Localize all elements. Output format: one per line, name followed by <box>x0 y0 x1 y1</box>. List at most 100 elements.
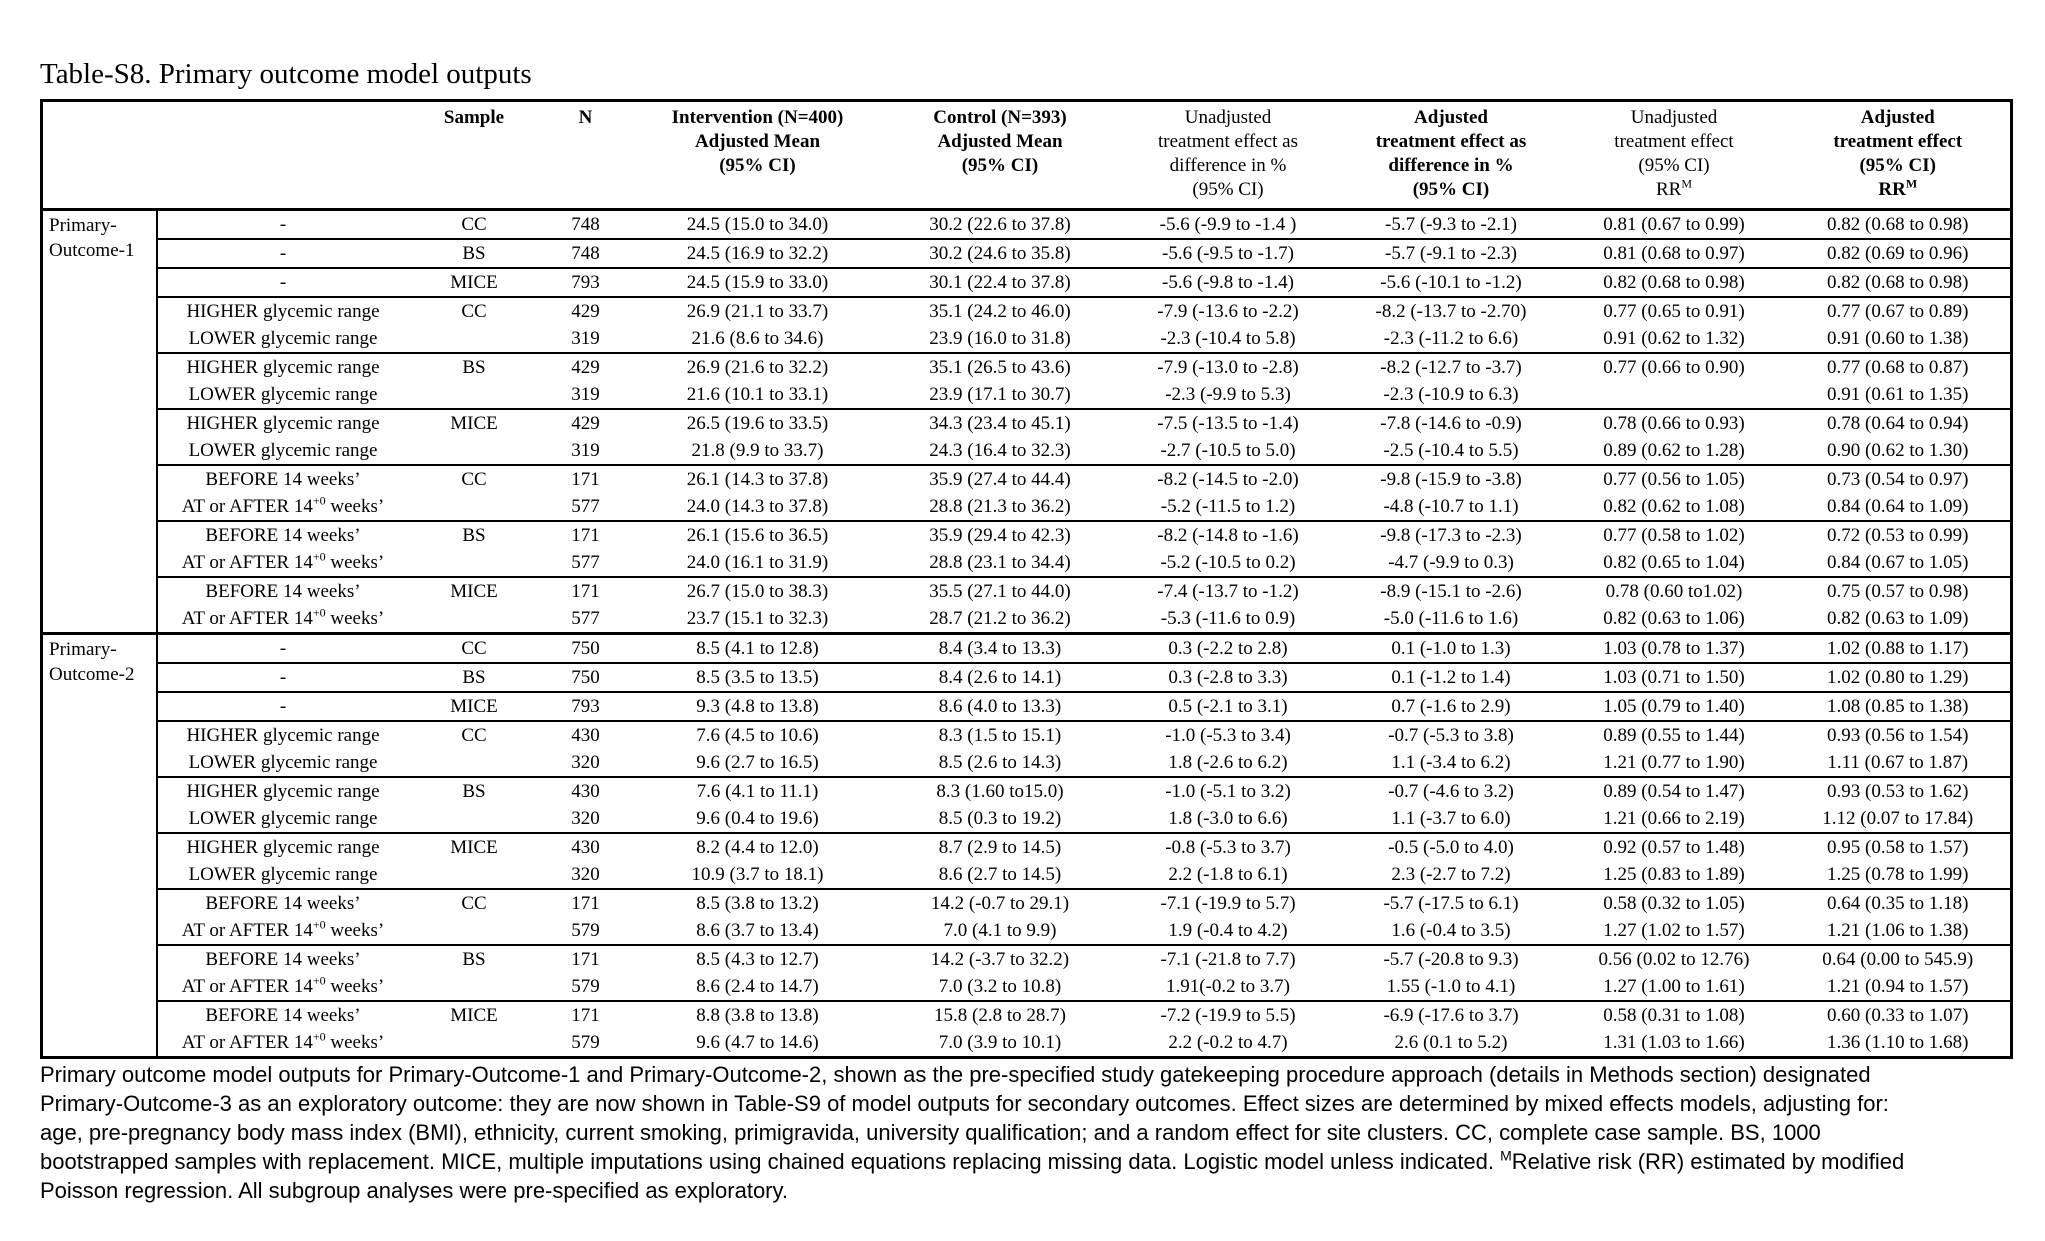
text: -5.7 (-9.1 to -2.3) <box>1385 243 1517 264</box>
header-line: Adjusted Mean <box>886 130 1115 154</box>
value-cell: 8.6 (4.0 to 13.3) <box>883 691 1117 721</box>
text: 430 <box>571 725 600 746</box>
value-cell: 0.90 (0.62 to 1.30) <box>1786 437 2012 465</box>
sample-cell: MICE <box>408 691 540 721</box>
value-cell: 430 <box>539 720 632 749</box>
text: - <box>279 214 287 235</box>
sample-cell: MICE <box>408 832 540 889</box>
text: 430 <box>571 781 600 802</box>
superscript: M <box>1500 1147 1512 1164</box>
value-cell: 1.36 (1.10 to 1.68) <box>1786 1029 2012 1058</box>
text: 748 <box>571 214 600 235</box>
sample-cell: CC <box>408 296 540 353</box>
text: 28.7 (21.2 to 36.2) <box>929 608 1071 629</box>
text: 26.1 (14.3 to 37.8) <box>686 469 829 490</box>
subgroup-cell: BEFORE 14 weeks’ <box>156 576 409 605</box>
header-line: Adjusted Mean <box>634 130 882 154</box>
value-cell: 1.55 (-1.0 to 4.1) <box>1340 973 1563 1001</box>
text: 1.11 (0.67 to 1.87) <box>1827 752 1969 773</box>
text: 0.75 (0.57 to 0.98) <box>1827 581 1969 602</box>
text: AT or AFTER 14 <box>181 552 313 573</box>
sample-cell: BS <box>408 776 540 833</box>
value-cell: -5.7 (-20.8 to 9.3) <box>1339 944 1563 973</box>
value-cell: 8.6 (3.7 to 13.4) <box>632 917 884 945</box>
value-cell: 429 <box>539 296 632 325</box>
text: 0.91 (0.60 to 1.38) <box>1827 328 1969 349</box>
text: treatment effect <box>1614 131 1734 152</box>
value-cell: -6.9 (-17.6 to 3.7) <box>1339 1000 1563 1029</box>
text: -1.0 (-5.3 to 3.4) <box>1165 725 1291 746</box>
text: 8.5 (2.6 to 14.3) <box>938 752 1062 773</box>
text: Unadjusted <box>1630 107 1718 128</box>
text: (95% CI) <box>1192 179 1264 200</box>
text: 0.82 (0.68 to 0.98) <box>1603 272 1745 293</box>
value-cell: -5.7 (-17.5 to 6.1) <box>1339 888 1563 917</box>
text: 7.6 (4.1 to 11.1) <box>696 781 819 802</box>
text: 0.77 (0.65 to 0.91) <box>1603 301 1745 322</box>
value-cell: -5.0 (-11.6 to 1.6) <box>1340 605 1563 634</box>
value-cell: -9.8 (-15.9 to -3.8) <box>1339 464 1563 493</box>
text: 0.82 (0.63 to 1.09) <box>1827 608 1969 629</box>
text: -8.9 (-15.1 to -2.6) <box>1380 581 1522 602</box>
table-row: AT or AFTER 14+0 weeks’ 579 8.6 (2.4 to 14… <box>42 973 2012 1001</box>
text: MICE <box>450 1005 498 1026</box>
table-row: BEFORE 14 weeks’ BS 171 8.5 (4.3 to 12.7) 14… <box>42 944 2012 1001</box>
value-cell: 7.6 (4.5 to 10.6) <box>631 720 884 749</box>
text: 1.36 (1.10 to 1.68) <box>1827 1032 1969 1053</box>
text: -2.7 (-10.5 to 5.0) <box>1160 440 1296 461</box>
text: CC <box>461 469 487 490</box>
sample-cell: CC <box>408 632 540 663</box>
superscript: +0 <box>312 973 326 988</box>
subgroup-cell: LOWER glycemic range <box>157 861 409 889</box>
subgroup-cell: AT or AFTER 14+0 weeks’ <box>157 917 409 945</box>
text: LOWER glycemic range <box>188 808 378 829</box>
value-cell: -5.6 (-10.1 to -1.2) <box>1339 267 1563 297</box>
value-cell: 28.8 (21.3 to 36.2) <box>884 493 1117 521</box>
text: - <box>279 638 287 659</box>
text: 0.78 (0.66 to 0.93) <box>1603 413 1745 434</box>
header-cell <box>156 100 409 211</box>
text: 7.6 (4.5 to 10.6) <box>696 725 819 746</box>
text: 1.31 (1.03 to 1.66) <box>1603 1032 1745 1053</box>
text: 8.5 (4.1 to 12.8) <box>696 638 819 659</box>
text: MICE <box>450 696 498 717</box>
header-cell <box>41 100 157 211</box>
value-cell: -7.8 (-14.6 to -0.9) <box>1339 408 1563 437</box>
value-cell: 8.4 (3.4 to 13.3) <box>883 632 1117 663</box>
subgroup-cell: BEFORE 14 weeks’ <box>156 1000 409 1029</box>
value-cell: -8.2 (-13.7 to -2.70) <box>1339 296 1563 325</box>
text: BS <box>462 243 486 264</box>
text: HIGHER glycemic range <box>186 301 380 322</box>
value-cell: 8.5 (4.1 to 12.8) <box>631 632 884 663</box>
header-cell: Adjusted treatment effect as difference in… <box>1339 100 1563 211</box>
header-row: Sample N Intervention (N=400) Adjusted Mean… <box>41 100 2012 211</box>
text: LOWER glycemic range <box>188 440 378 461</box>
value-cell: 1.08 (0.85 to 1.38) <box>1785 691 2012 721</box>
text: - <box>279 272 287 293</box>
text: 1.03 (0.78 to 1.37) <box>1603 638 1745 659</box>
text: 429 <box>571 301 600 322</box>
value-cell: 7.0 (4.1 to 9.9) <box>884 917 1117 945</box>
value-cell: 1.27 (1.00 to 1.61) <box>1563 973 1786 1001</box>
value-cell: -5.7 (-9.3 to -2.1) <box>1339 208 1563 239</box>
sample-cell: CC <box>408 464 540 521</box>
value-cell: 14.2 (-0.7 to 29.1) <box>883 888 1117 917</box>
text: 0.3 (-2.8 to 3.3) <box>1168 667 1288 688</box>
table-header: Sample N Intervention (N=400) Adjusted Mean… <box>41 100 2012 211</box>
results-table: Sample N Intervention (N=400) Adjusted Mean… <box>40 99 2013 1059</box>
text: 7.0 (3.2 to 10.8) <box>938 976 1062 997</box>
text: Intervention (N=400) <box>671 107 844 128</box>
text: 0.77 (0.68 to 0.87) <box>1827 357 1969 378</box>
text: 171 <box>571 893 600 914</box>
table-row: BEFORE 14 weeks’ CC 171 8.5 (3.8 to 13.2) 14… <box>42 888 2012 945</box>
subgroup-cell: AT or AFTER 14+0 weeks’ <box>157 605 409 634</box>
value-cell: 2.2 (-1.8 to 6.1) <box>1117 861 1340 889</box>
subgroup-cell: HIGHER glycemic range <box>156 776 409 805</box>
text: 24.0 (14.3 to 37.8) <box>686 496 829 517</box>
value-cell: 1.21 (0.94 to 1.57) <box>1786 973 2012 1001</box>
text: 26.1 (15.6 to 36.5) <box>686 525 829 546</box>
value-cell: 24.5 (15.9 to 33.0) <box>631 267 884 297</box>
text: 579 <box>571 1032 600 1053</box>
value-cell: 26.9 (21.6 to 32.2) <box>631 352 884 381</box>
text: 0.82 (0.62 to 1.08) <box>1603 496 1745 517</box>
